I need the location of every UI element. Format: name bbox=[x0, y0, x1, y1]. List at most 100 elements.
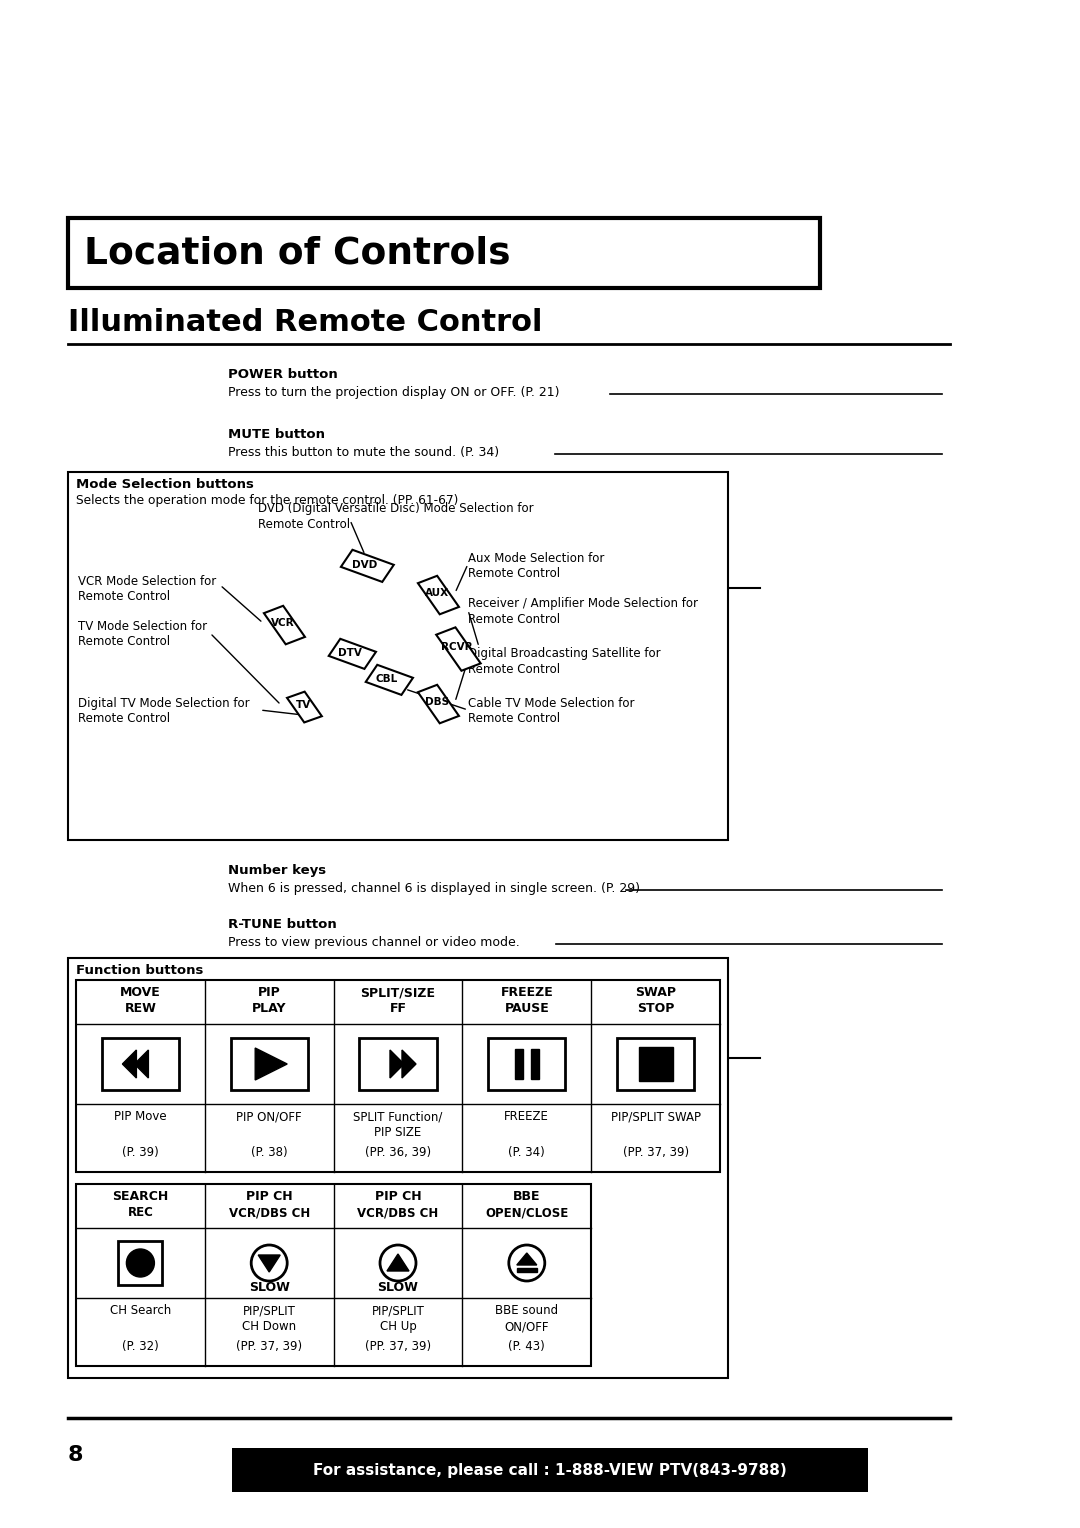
Text: (PP. 36, 39): (PP. 36, 39) bbox=[365, 1146, 431, 1160]
Text: Aux Mode Selection for: Aux Mode Selection for bbox=[468, 552, 605, 565]
Text: (P. 43): (P. 43) bbox=[509, 1340, 545, 1352]
Text: CH Up: CH Up bbox=[380, 1320, 417, 1332]
Polygon shape bbox=[418, 685, 459, 723]
Text: CH Search: CH Search bbox=[110, 1303, 171, 1317]
Text: POWER button: POWER button bbox=[228, 368, 338, 380]
Bar bbox=[68, 219, 820, 287]
Bar bbox=[119, 1241, 162, 1285]
Text: PIP: PIP bbox=[258, 986, 281, 999]
Text: DVD: DVD bbox=[352, 559, 378, 570]
Text: Digital Broadcasting Satellite for: Digital Broadcasting Satellite for bbox=[468, 646, 661, 660]
Text: AUX: AUX bbox=[424, 588, 449, 597]
Text: PIP SIZE: PIP SIZE bbox=[375, 1126, 421, 1138]
Text: PIP ON/OFF: PIP ON/OFF bbox=[237, 1109, 302, 1123]
Text: PIP/SPLIT SWAP: PIP/SPLIT SWAP bbox=[610, 1109, 701, 1123]
Polygon shape bbox=[287, 692, 322, 723]
Text: FF: FF bbox=[390, 1002, 406, 1015]
Text: CBL: CBL bbox=[376, 674, 399, 685]
Text: Mode Selection buttons: Mode Selection buttons bbox=[76, 478, 254, 490]
Bar bbox=[68, 472, 728, 840]
Text: When 6 is pressed, channel 6 is displayed in single screen. (P. 29): When 6 is pressed, channel 6 is displaye… bbox=[228, 882, 640, 895]
Text: For assistance, please call : 1-888-VIEW PTV(843-9788): For assistance, please call : 1-888-VIEW… bbox=[313, 1462, 787, 1478]
Bar bbox=[232, 1449, 868, 1491]
Text: (P. 38): (P. 38) bbox=[251, 1146, 287, 1160]
Text: VCR: VCR bbox=[271, 617, 295, 628]
Polygon shape bbox=[390, 1050, 404, 1077]
Polygon shape bbox=[122, 1050, 136, 1077]
Text: MOVE: MOVE bbox=[120, 986, 161, 999]
Text: (P. 34): (P. 34) bbox=[509, 1146, 545, 1160]
Text: Remote Control: Remote Control bbox=[468, 663, 561, 675]
Polygon shape bbox=[134, 1050, 148, 1077]
Polygon shape bbox=[638, 1047, 673, 1080]
Text: Remote Control: Remote Control bbox=[468, 567, 561, 581]
Polygon shape bbox=[341, 550, 394, 582]
Text: STOP: STOP bbox=[637, 1002, 674, 1015]
Text: TV Mode Selection for: TV Mode Selection for bbox=[78, 620, 207, 633]
Polygon shape bbox=[517, 1253, 537, 1265]
Text: (P. 39): (P. 39) bbox=[122, 1146, 159, 1160]
Text: FREEZE: FREEZE bbox=[504, 1109, 550, 1123]
Polygon shape bbox=[402, 1050, 416, 1077]
Text: Illuminated Remote Control: Illuminated Remote Control bbox=[68, 309, 542, 338]
Circle shape bbox=[380, 1245, 416, 1280]
Text: Remote Control: Remote Control bbox=[78, 590, 171, 604]
Text: SWAP: SWAP bbox=[635, 986, 676, 999]
Text: DVD (Digital Versatile Disc) Mode Selection for: DVD (Digital Versatile Disc) Mode Select… bbox=[258, 503, 534, 515]
Polygon shape bbox=[517, 1268, 537, 1271]
Circle shape bbox=[252, 1245, 287, 1280]
Text: ON/OFF: ON/OFF bbox=[504, 1320, 549, 1332]
Polygon shape bbox=[530, 1050, 539, 1079]
Text: Remote Control: Remote Control bbox=[258, 518, 350, 532]
Text: REW: REW bbox=[124, 1002, 157, 1015]
Bar bbox=[76, 1184, 591, 1366]
Text: PIP/SPLIT: PIP/SPLIT bbox=[243, 1303, 296, 1317]
Polygon shape bbox=[328, 639, 376, 669]
Text: BBE: BBE bbox=[513, 1190, 541, 1203]
Text: PAUSE: PAUSE bbox=[504, 1002, 549, 1015]
Text: Cable TV Mode Selection for: Cable TV Mode Selection for bbox=[468, 697, 635, 711]
Text: TV: TV bbox=[295, 700, 311, 711]
Circle shape bbox=[126, 1248, 154, 1277]
Text: Remote Control: Remote Control bbox=[78, 712, 171, 724]
Text: (P. 32): (P. 32) bbox=[122, 1340, 159, 1352]
Text: SPLIT/SIZE: SPLIT/SIZE bbox=[361, 986, 435, 999]
Text: VCR/DBS CH: VCR/DBS CH bbox=[229, 1206, 310, 1219]
Text: (PP. 37, 39): (PP. 37, 39) bbox=[622, 1146, 689, 1160]
Text: (PP. 37, 39): (PP. 37, 39) bbox=[237, 1340, 302, 1352]
Polygon shape bbox=[387, 1254, 409, 1271]
Text: SPLIT Function/: SPLIT Function/ bbox=[353, 1109, 443, 1123]
Text: BBE sound: BBE sound bbox=[496, 1303, 558, 1317]
Text: SLOW: SLOW bbox=[248, 1280, 289, 1294]
Text: Digital TV Mode Selection for: Digital TV Mode Selection for bbox=[78, 697, 249, 711]
Text: OPEN/CLOSE: OPEN/CLOSE bbox=[485, 1206, 568, 1219]
Bar bbox=[230, 1038, 308, 1089]
Text: DBS: DBS bbox=[424, 697, 449, 707]
Text: Selects the operation mode for the remote control. (PP. 61-67): Selects the operation mode for the remot… bbox=[76, 494, 458, 507]
Bar bbox=[360, 1038, 436, 1089]
Text: VCR Mode Selection for: VCR Mode Selection for bbox=[78, 575, 216, 588]
Text: Location of Controls: Location of Controls bbox=[84, 235, 511, 270]
Text: Press to turn the projection display ON or OFF. (P. 21): Press to turn the projection display ON … bbox=[228, 387, 559, 399]
Text: (PP. 37, 39): (PP. 37, 39) bbox=[365, 1340, 431, 1352]
Bar bbox=[617, 1038, 694, 1089]
Text: 8: 8 bbox=[68, 1445, 83, 1465]
Polygon shape bbox=[264, 605, 305, 645]
Polygon shape bbox=[258, 1254, 280, 1271]
Text: PLAY: PLAY bbox=[252, 1002, 286, 1015]
Text: PIP Move: PIP Move bbox=[114, 1109, 166, 1123]
Polygon shape bbox=[515, 1050, 523, 1079]
Text: RCVR: RCVR bbox=[442, 642, 473, 652]
Text: Remote Control: Remote Control bbox=[468, 613, 561, 626]
Text: PIP/SPLIT: PIP/SPLIT bbox=[372, 1303, 424, 1317]
Text: Receiver / Amplifier Mode Selection for: Receiver / Amplifier Mode Selection for bbox=[468, 597, 698, 610]
Text: Press to view previous channel or video mode.: Press to view previous channel or video … bbox=[228, 937, 519, 949]
Bar bbox=[76, 979, 720, 1172]
Polygon shape bbox=[366, 665, 413, 695]
Text: Press this button to mute the sound. (P. 34): Press this button to mute the sound. (P.… bbox=[228, 446, 499, 458]
Text: PIP CH: PIP CH bbox=[246, 1190, 293, 1203]
Text: CH Down: CH Down bbox=[242, 1320, 296, 1332]
Bar bbox=[102, 1038, 179, 1089]
Circle shape bbox=[509, 1245, 544, 1280]
Text: VCR/DBS CH: VCR/DBS CH bbox=[357, 1206, 438, 1219]
